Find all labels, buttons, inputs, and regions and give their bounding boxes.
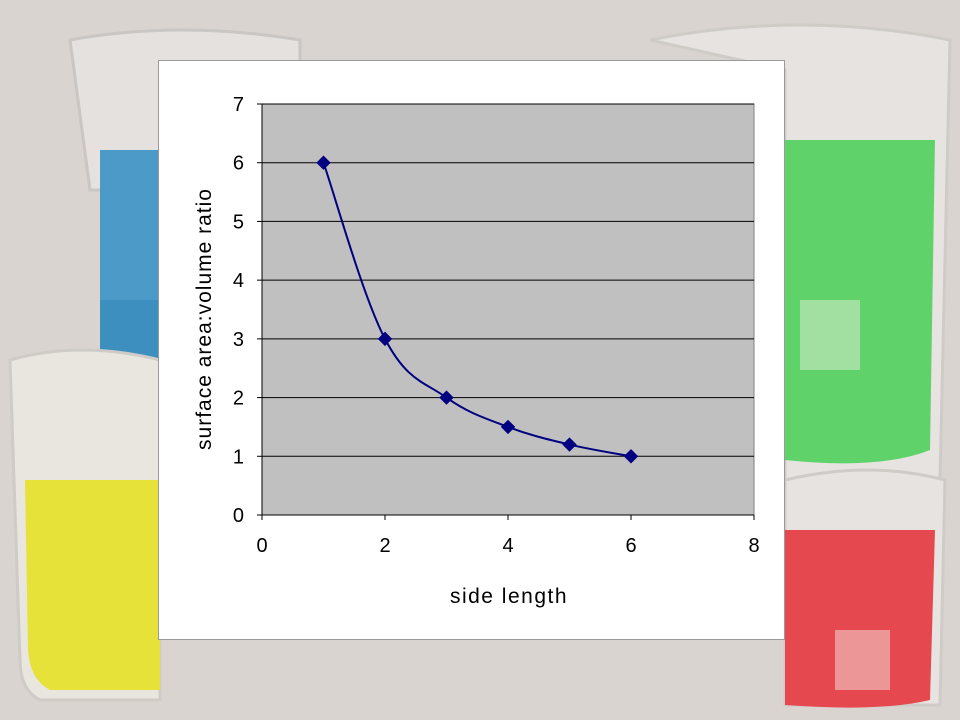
x-tick-label: 6 <box>625 535 636 557</box>
data-point-marker <box>439 390 454 405</box>
plot-area <box>261 103 755 516</box>
chart-panel: 0 1 2 3 4 5 6 7 0 2 4 6 8 side length surface area:… <box>158 60 785 640</box>
y-tick-label: 6 <box>233 153 244 175</box>
x-axis-ticks: 0 2 4 6 8 <box>256 515 760 557</box>
data-point-marker <box>316 155 331 170</box>
y-tick-label: 2 <box>233 388 244 410</box>
x-tick-label: 4 <box>502 535 513 557</box>
data-point-marker <box>500 419 516 435</box>
x-tick-label: 8 <box>748 535 759 557</box>
data-point-marker <box>623 449 639 464</box>
data-point-marker <box>377 331 393 347</box>
x-axis-label: side length <box>450 585 568 608</box>
line-chart: 0 1 2 3 4 5 6 7 0 2 4 6 8 side length surface area:… <box>193 94 760 608</box>
y-tick-label: 5 <box>233 211 244 233</box>
y-tick-label: 4 <box>233 270 244 292</box>
y-tick-label: 0 <box>233 505 244 527</box>
series-markers <box>316 155 639 464</box>
y-tick-label: 1 <box>233 446 244 468</box>
gridlines <box>262 103 754 457</box>
x-tick-label: 0 <box>256 535 267 557</box>
x-tick-label: 2 <box>379 535 390 557</box>
y-axis-ticks: 0 1 2 3 4 5 6 7 <box>233 94 262 527</box>
y-tick-label: 7 <box>233 94 244 116</box>
y-tick-label: 3 <box>233 329 244 351</box>
data-point-marker <box>562 437 577 452</box>
y-axis-label: surface area:volume ratio <box>193 188 216 450</box>
